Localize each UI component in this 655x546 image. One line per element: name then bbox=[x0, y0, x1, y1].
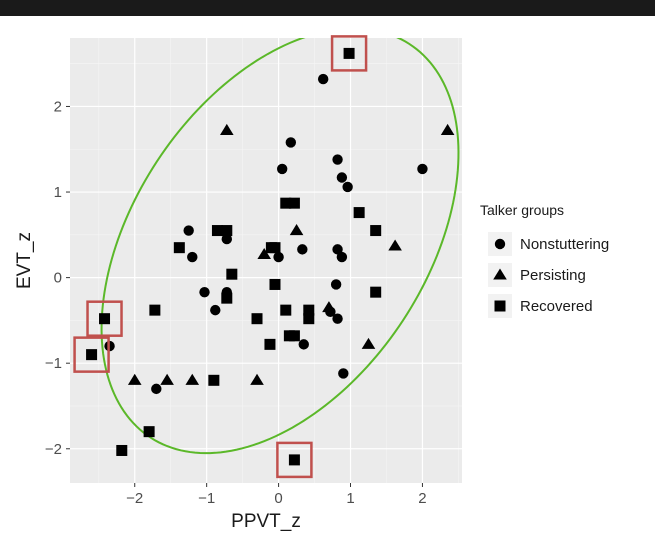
recovered-point bbox=[143, 426, 155, 438]
nonstuttering-point bbox=[298, 339, 309, 350]
persisting-point bbox=[440, 123, 455, 135]
nonstuttering-point bbox=[210, 304, 221, 316]
persisting-point bbox=[220, 123, 234, 135]
y-tick-label: 1 bbox=[54, 184, 62, 201]
nonstuttering-point bbox=[276, 163, 288, 175]
nonstuttering-point bbox=[297, 244, 308, 255]
outlier-highlight-box bbox=[276, 441, 313, 479]
nonstuttering-point bbox=[338, 368, 349, 379]
nonstuttering-point bbox=[336, 172, 348, 183]
legend-marker-persisting bbox=[493, 268, 507, 280]
recovered-point bbox=[86, 349, 98, 361]
recovered-point bbox=[280, 304, 292, 316]
y-tick-label: 0 bbox=[54, 270, 62, 287]
recovered-point bbox=[149, 304, 161, 316]
legend-title: Talker groups bbox=[480, 202, 564, 218]
recovered-point bbox=[280, 197, 292, 209]
nonstuttering-point bbox=[273, 251, 284, 263]
persisting-point bbox=[250, 373, 264, 385]
recovered-point bbox=[221, 292, 233, 304]
recovered-point bbox=[173, 242, 185, 254]
x-axis-title: PPVT_z bbox=[231, 511, 301, 532]
recovered-point bbox=[288, 330, 300, 342]
x-tick-label: 0 bbox=[274, 490, 282, 507]
recovered-point bbox=[370, 225, 382, 237]
persisting-point bbox=[185, 373, 200, 385]
nonstuttering-point bbox=[332, 244, 343, 255]
outlier-highlight-box bbox=[330, 35, 368, 72]
nonstuttering-point bbox=[183, 225, 194, 236]
recovered-point bbox=[226, 268, 238, 280]
persisting-point bbox=[160, 373, 174, 385]
persisting-point bbox=[388, 239, 402, 251]
recovered-point bbox=[343, 47, 355, 59]
nonstuttering-point bbox=[336, 251, 348, 263]
nonstuttering-point bbox=[221, 233, 232, 245]
confidence-ellipse bbox=[100, 38, 460, 455]
x-tick-label: −1 bbox=[198, 490, 215, 507]
recovered-point bbox=[208, 374, 220, 386]
x-tick-label: 2 bbox=[418, 490, 426, 507]
persisting-point bbox=[361, 337, 376, 349]
y-tick-label: 2 bbox=[54, 98, 62, 115]
legend-label-nonstuttering: Nonstuttering bbox=[520, 236, 609, 253]
legend-label-recovered: Recovered bbox=[520, 298, 593, 315]
outlier-highlight-box bbox=[86, 300, 123, 337]
nonstuttering-point bbox=[199, 286, 210, 298]
data-points bbox=[86, 47, 455, 466]
recovered-point bbox=[251, 313, 263, 325]
recovered-point bbox=[288, 454, 300, 466]
outlier-highlight-box bbox=[73, 336, 110, 373]
nonstuttering-point bbox=[332, 154, 343, 165]
persisting-point bbox=[322, 301, 336, 313]
recovered-point bbox=[303, 313, 315, 325]
recovered-point bbox=[211, 225, 223, 237]
confidence-ellipse-layer bbox=[100, 38, 460, 455]
nonstuttering-point bbox=[285, 137, 297, 148]
persisting-point bbox=[289, 224, 304, 236]
legend: Talker groups Nonstuttering Persisting Rec… bbox=[480, 202, 609, 318]
recovered-point bbox=[353, 207, 365, 219]
x-tick-label: −2 bbox=[126, 490, 143, 507]
y-tick-label: −1 bbox=[45, 355, 62, 372]
recovered-point bbox=[99, 313, 111, 325]
top-border-bar bbox=[0, 0, 655, 16]
y-axis: −2 −1 0 1 2 bbox=[45, 98, 70, 458]
y-axis-title: EVT_z bbox=[14, 232, 35, 289]
x-axis: −2 −1 0 1 2 bbox=[126, 483, 427, 507]
nonstuttering-point bbox=[187, 251, 198, 263]
recovered-point bbox=[288, 197, 300, 209]
nonstuttering-point bbox=[332, 313, 343, 324]
legend-label-persisting: Persisting bbox=[520, 267, 586, 284]
recovered-point bbox=[269, 242, 281, 254]
nonstuttering-point bbox=[342, 181, 353, 193]
nonstuttering-point bbox=[417, 163, 428, 175]
recovered-point bbox=[370, 286, 382, 298]
nonstuttering-point bbox=[317, 73, 329, 85]
recovered-point bbox=[269, 278, 281, 290]
recovered-point bbox=[264, 338, 276, 350]
legend-marker-nonstuttering bbox=[494, 238, 506, 250]
nonstuttering-point bbox=[330, 279, 342, 290]
recovered-point bbox=[221, 225, 233, 237]
y-tick-label: −2 bbox=[45, 441, 62, 458]
legend-marker-recovered bbox=[494, 300, 506, 312]
x-tick-label: 1 bbox=[346, 490, 354, 507]
persisting-point bbox=[257, 248, 272, 260]
persisting-point bbox=[127, 373, 142, 385]
highlight-boxes bbox=[73, 35, 368, 479]
recovered-point bbox=[116, 444, 128, 456]
nonstuttering-point bbox=[151, 383, 162, 395]
recovered-point bbox=[303, 304, 315, 316]
